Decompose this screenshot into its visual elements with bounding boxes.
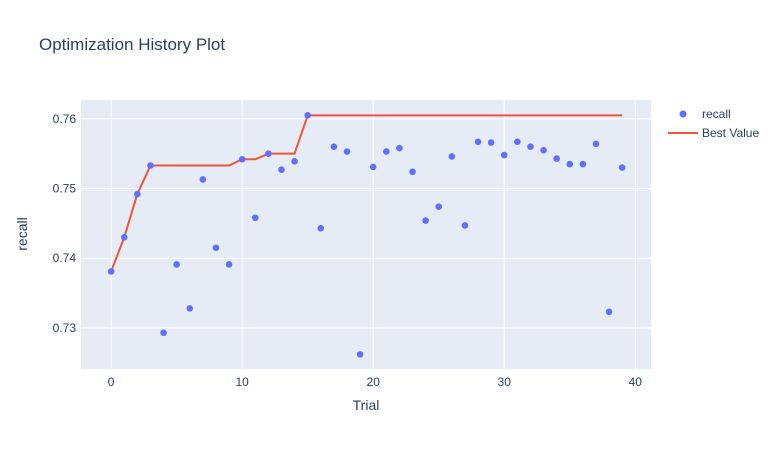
y-tick-label: 0.73 (53, 321, 77, 335)
recall-point[interactable] (553, 155, 560, 162)
y-tick-label: 0.75 (53, 182, 77, 196)
recall-point[interactable] (396, 144, 403, 152)
grid-lines (81, 100, 651, 369)
best-value-line-layer (110, 114, 623, 272)
recall-points-layer (107, 112, 626, 358)
recall-point[interactable] (579, 160, 587, 168)
recall-point[interactable] (120, 233, 128, 241)
recall-point[interactable] (618, 164, 626, 171)
recall-point[interactable] (291, 158, 298, 165)
recall-point[interactable] (330, 143, 338, 150)
legend-marker-recall (679, 110, 687, 118)
recall-point[interactable] (487, 139, 495, 146)
recall-point[interactable] (422, 217, 429, 224)
recall-point[interactable] (383, 148, 390, 155)
recall-point[interactable] (448, 153, 456, 160)
recall-point[interactable] (540, 146, 547, 154)
legend: recall Best Value (668, 107, 759, 140)
recall-point[interactable] (238, 155, 246, 163)
y-tick-label: 0.74 (53, 251, 77, 265)
x-tick-label: 20 (367, 375, 381, 389)
recall-point[interactable] (474, 138, 482, 146)
chart-title: Optimization History Plot (39, 35, 225, 54)
recall-point[interactable] (500, 151, 508, 159)
x-axis-title: Trial (353, 397, 380, 413)
best-value-line (110, 114, 623, 272)
x-tick-label: 0 (108, 375, 115, 389)
recall-point[interactable] (409, 168, 416, 176)
recall-point[interactable] (147, 162, 154, 169)
x-tick-label: 30 (498, 375, 512, 389)
recall-point[interactable] (251, 214, 259, 222)
recall-point[interactable] (343, 148, 351, 155)
recall-point[interactable] (304, 112, 311, 119)
legend-item-best-value[interactable]: Best Value (668, 126, 759, 140)
x-axis-ticks: 0 10 20 30 40 (108, 375, 642, 389)
recall-point[interactable] (212, 244, 220, 252)
recall-point[interactable] (605, 308, 613, 316)
recall-point[interactable] (225, 261, 233, 268)
recall-point[interactable] (566, 160, 574, 168)
recall-point[interactable] (435, 203, 443, 210)
recall-point[interactable] (265, 150, 272, 157)
recall-point[interactable] (173, 261, 180, 268)
recall-point[interactable] (527, 143, 534, 150)
x-tick-label: 10 (235, 375, 249, 389)
legend-label-recall: recall (702, 107, 731, 121)
recall-point[interactable] (160, 329, 167, 337)
recall-point[interactable] (199, 176, 207, 183)
recall-point[interactable] (369, 163, 377, 171)
recall-point[interactable] (317, 224, 325, 232)
recall-point[interactable] (186, 305, 194, 312)
plot-area (81, 100, 651, 369)
legend-item-recall[interactable]: recall (679, 107, 731, 121)
recall-point[interactable] (592, 140, 600, 148)
x-tick-label: 40 (629, 375, 643, 389)
y-axis-title: recall (14, 217, 30, 250)
y-axis-ticks: 0.73 0.74 0.75 0.76 (53, 112, 77, 335)
legend-label-best-value: Best Value (702, 126, 759, 140)
recall-point[interactable] (134, 190, 141, 198)
recall-point[interactable] (461, 222, 469, 229)
recall-point[interactable] (356, 351, 364, 358)
recall-point[interactable] (278, 166, 285, 173)
recall-point[interactable] (107, 268, 115, 275)
recall-point[interactable] (514, 138, 521, 146)
y-tick-label: 0.76 (53, 112, 77, 126)
